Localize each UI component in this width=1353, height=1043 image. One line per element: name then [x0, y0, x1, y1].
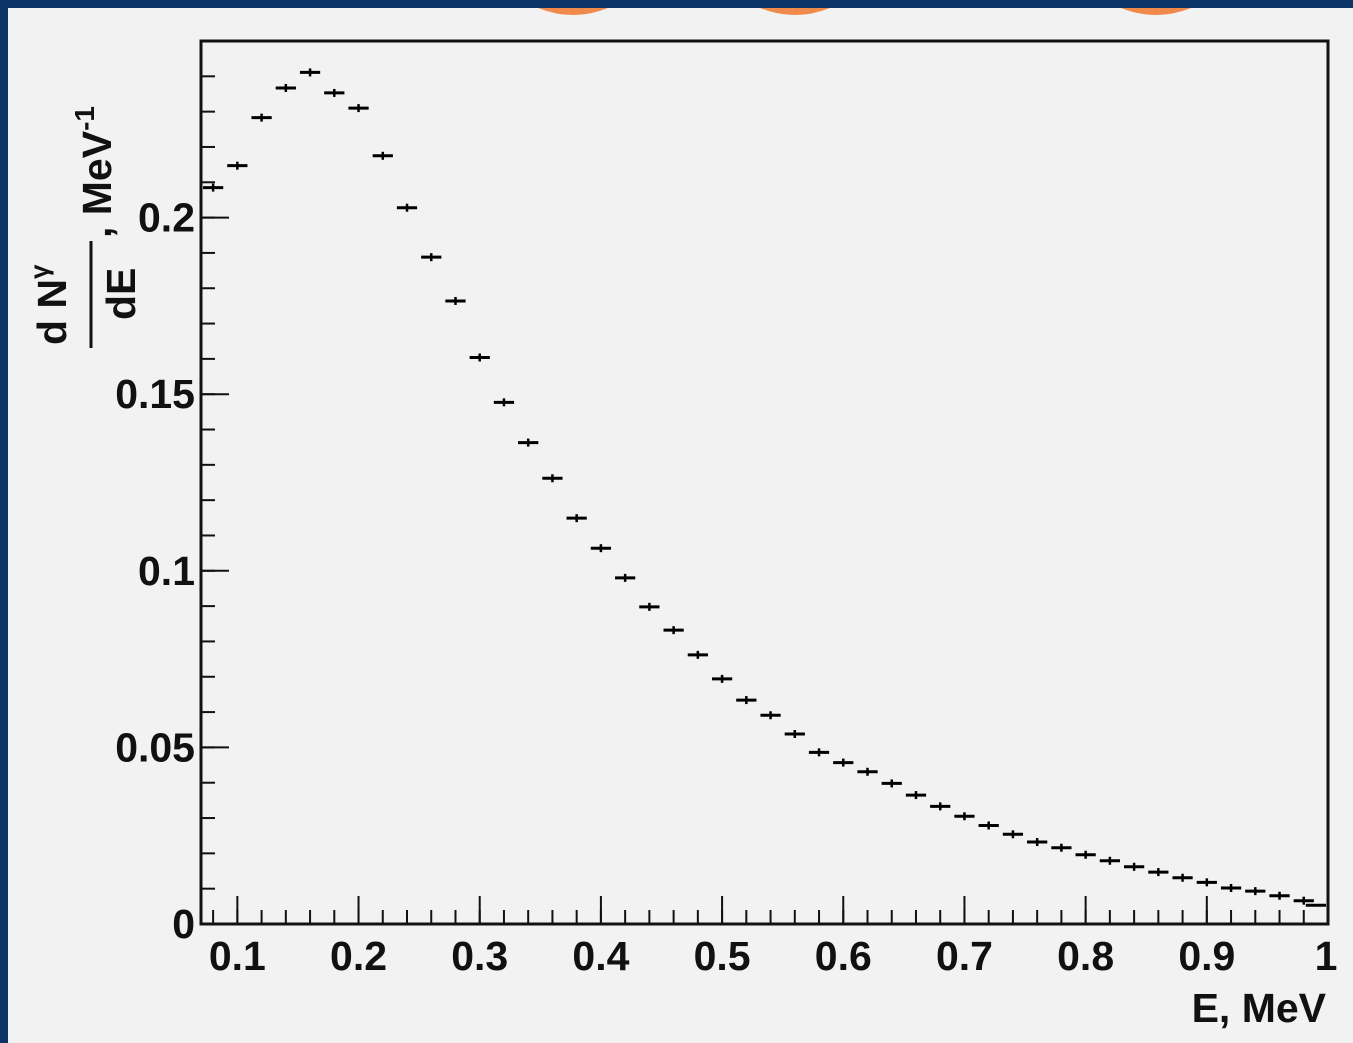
data-point — [1220, 883, 1242, 892]
data-point — [1245, 887, 1266, 896]
x-major-ticks — [236, 896, 1329, 924]
y-axis-title: d Nγ dE , MeV-1 — [24, 106, 144, 348]
y-minor-ticks — [201, 40, 215, 925]
data-point — [930, 802, 951, 811]
plot-frame — [199, 39, 1330, 926]
data-point — [857, 767, 878, 776]
y-tick-label: 0.05 — [115, 724, 195, 770]
data-point — [469, 353, 490, 362]
y-axis-unit: , MeV-1 — [69, 106, 120, 238]
y-tick-label: 0.15 — [115, 371, 195, 417]
y-tick-label: 0.2 — [138, 195, 195, 241]
data-point — [299, 68, 321, 77]
x-tick-label: 1 — [1315, 933, 1338, 979]
data-point — [324, 88, 345, 97]
y-tick-label: 0.1 — [138, 548, 195, 594]
data-point — [760, 711, 781, 720]
x-minor-ticks — [212, 910, 1329, 924]
decoration-arc-2 — [760, 8, 830, 15]
y-major-ticks — [201, 216, 229, 925]
data-point — [590, 544, 612, 553]
data-point — [1123, 862, 1145, 871]
data-point — [687, 650, 708, 659]
data-point — [1027, 838, 1048, 847]
data-point — [275, 83, 296, 92]
data-point — [1172, 873, 1193, 882]
data-point — [736, 696, 757, 705]
data-point — [1293, 896, 1314, 905]
x-tick-label: 0.8 — [1057, 933, 1114, 979]
x-tick-label: 0.4 — [572, 933, 629, 979]
x-tick-label: 0.7 — [936, 933, 993, 979]
data-point — [421, 253, 442, 262]
y-tick-labels: 0 0.05 0.1 0.15 0.2 — [115, 195, 195, 947]
data-point — [1148, 868, 1169, 877]
data-point — [445, 296, 466, 305]
data-point — [881, 779, 902, 788]
data-point — [1269, 891, 1290, 900]
data-point — [978, 821, 999, 830]
data-point — [1002, 830, 1024, 839]
data-point — [348, 104, 369, 113]
data-point — [227, 161, 248, 170]
data-point — [1051, 843, 1072, 852]
x-tick-labels: 0.1 0.2 0.3 0.4 0.5 0.6 0.7 0.8 0.9 1 — [209, 933, 1338, 979]
x-tick-label: 0.1 — [209, 933, 266, 979]
data-point — [833, 758, 854, 767]
y-tick-label: 0 — [172, 901, 195, 947]
x-tick-label: 0.5 — [694, 933, 751, 979]
x-tick-label: 0.6 — [815, 933, 872, 979]
data-point — [663, 626, 684, 635]
x-tick-label: 0.2 — [330, 933, 387, 979]
data-point — [1196, 878, 1217, 887]
data-point — [203, 183, 224, 192]
slide-decoration — [538, 8, 1191, 15]
data-point — [493, 398, 515, 407]
plot-canvas — [8, 8, 1353, 1043]
x-axis-title: E, MeV — [1192, 985, 1327, 1031]
y-axis-denominator: dE — [98, 268, 144, 320]
data-point — [518, 438, 539, 447]
decoration-arc-1 — [538, 8, 608, 15]
data-point — [615, 573, 636, 582]
data-point — [784, 729, 805, 738]
data-point — [711, 674, 733, 683]
data-point — [954, 812, 975, 821]
decoration-arc-3 — [1121, 8, 1191, 15]
data-point — [542, 474, 563, 483]
data-points — [203, 68, 1326, 907]
data-point — [566, 514, 587, 523]
y-axis-numerator: d Nγ — [24, 264, 75, 345]
data-point — [905, 791, 927, 800]
data-point — [639, 602, 660, 611]
data-point — [1099, 856, 1120, 865]
data-point — [1075, 850, 1096, 859]
x-tick-label: 0.9 — [1178, 933, 1235, 979]
data-point — [396, 203, 418, 212]
data-point — [251, 113, 272, 122]
data-point — [372, 151, 393, 160]
x-tick-label: 0.3 — [451, 933, 508, 979]
data-point — [808, 748, 830, 757]
